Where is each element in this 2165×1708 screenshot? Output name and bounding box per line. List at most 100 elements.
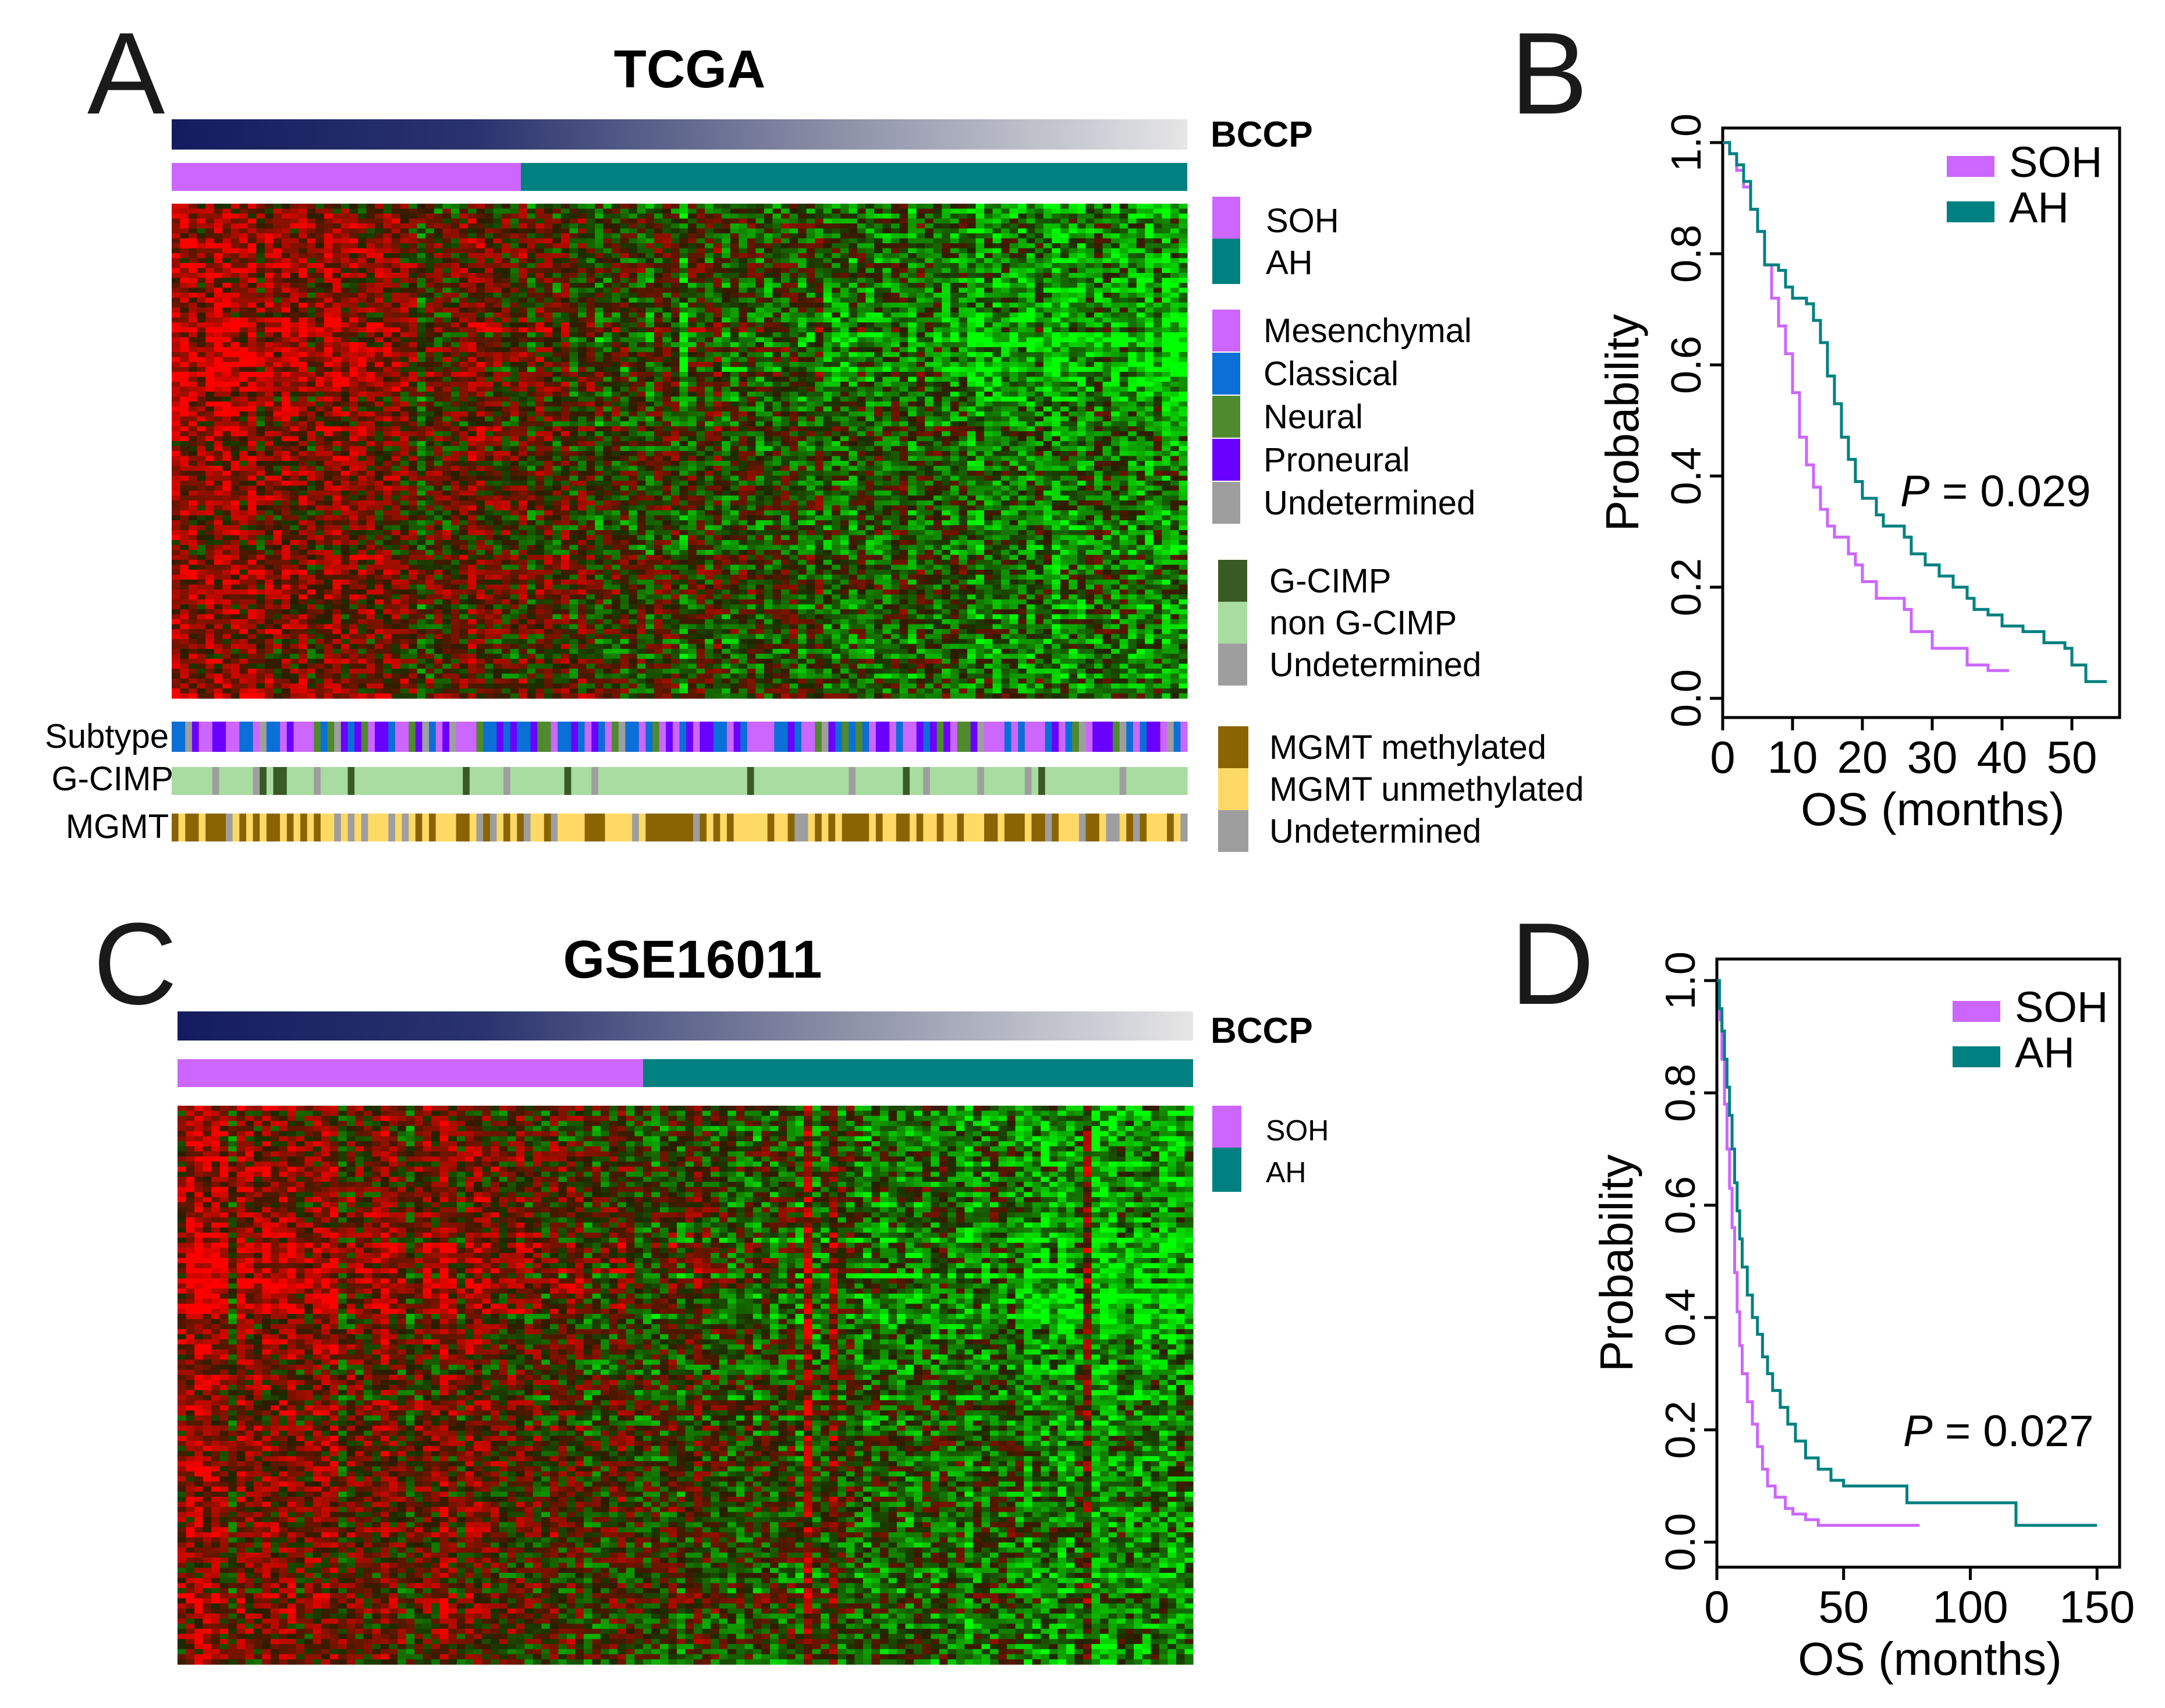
heatmap-a-cell (315, 218, 325, 224)
heatmap-a-cell (400, 322, 409, 328)
heatmap-a-cell (205, 268, 215, 274)
heatmap-a-cell (950, 362, 959, 368)
heatmap-a-cell (1035, 402, 1044, 407)
heatmap-a-cell (865, 367, 875, 372)
heatmap-a-cell (679, 208, 688, 214)
heatmap-a-cell (189, 243, 198, 249)
heatmap-a-cell (984, 367, 993, 372)
heatmap-a-cell (908, 342, 917, 348)
heatmap-a-cell (485, 208, 494, 214)
heatmap-a-cell (992, 382, 1002, 388)
heatmap-a-cell (366, 396, 375, 402)
heatmap-a-cell (468, 287, 477, 293)
heatmap-a-cell (629, 233, 638, 239)
heatmap-a-cell (535, 372, 545, 378)
heatmap-a-cell (781, 327, 790, 333)
heatmap-a-cell (189, 372, 198, 378)
heatmap-a-cell (705, 218, 714, 224)
heatmap-a-cell (552, 332, 562, 338)
heatmap-a-cell (307, 297, 316, 303)
heatmap-a-cell (1009, 342, 1018, 348)
heatmap-a-cell (849, 386, 858, 392)
heatmap-a-cell (789, 287, 798, 293)
heatmap-a-cell (586, 372, 595, 378)
heatmap-a-cell (984, 233, 993, 239)
heatmap-a-cell (832, 357, 841, 363)
heatmap-a-cell (645, 327, 655, 333)
heatmap-a-cell (256, 347, 265, 353)
heatmap-a-cell (510, 362, 519, 368)
heatmap-a-cell (629, 347, 638, 353)
heatmap-a-cell (713, 396, 722, 402)
heatmap-a-cell (620, 337, 629, 343)
heatmap-a-cell (502, 357, 511, 363)
heatmap-a-cell (865, 402, 875, 407)
heatmap-a-cell (865, 243, 875, 249)
heatmap-a-cell (307, 382, 316, 388)
heatmap-a-cell (823, 342, 832, 348)
heatmap-a-cell (645, 273, 655, 279)
heatmap-a-cell (654, 307, 663, 313)
heatmap-a-cell (535, 208, 545, 214)
heatmap-a-cell (299, 322, 308, 328)
heatmap-a-cell (290, 327, 299, 333)
heatmap-a-cell (349, 332, 359, 338)
heatmap-a-cell (239, 392, 249, 397)
heatmap-a-cell (375, 297, 384, 303)
heatmap-a-cell (764, 382, 773, 388)
heatmap-a-cell (815, 253, 824, 259)
heatmap-a-cell (315, 243, 325, 249)
heatmap-a-cell (315, 214, 325, 219)
heatmap-a-cell (662, 386, 672, 392)
heatmap-a-cell (739, 238, 748, 244)
heatmap-a-cell (205, 297, 215, 303)
heatmap-a-cell (535, 238, 545, 244)
heatmap-a-cell (857, 317, 866, 323)
heatmap-a-cell (502, 278, 511, 283)
heatmap-a-cell (882, 347, 892, 353)
heatmap-a-cell (230, 347, 240, 353)
heatmap-a-cell (1035, 204, 1044, 209)
heatmap-a-cell (764, 238, 773, 244)
heatmap-a-cell (197, 327, 206, 333)
heatmap-a-cell (502, 342, 511, 348)
heatmap-a-cell (671, 293, 680, 299)
heatmap-a-cell (950, 317, 959, 323)
heatmap-a-cell (527, 327, 536, 333)
heatmap-a-cell (967, 307, 976, 313)
heatmap-a-cell (299, 317, 308, 323)
heatmap-a-cell (510, 248, 519, 254)
heatmap-a-cell (535, 322, 545, 328)
heatmap-a-cell (857, 377, 866, 382)
heatmap-a-cell (1018, 313, 1027, 318)
heatmap-a-cell (781, 377, 790, 382)
heatmap-a-cell (688, 303, 697, 308)
heatmap-a-cell (679, 402, 688, 407)
heatmap-a-cell (299, 287, 308, 293)
heatmap-a-cell (375, 362, 384, 368)
heatmap-a-cell (874, 317, 883, 323)
heatmap-a-cell (739, 293, 748, 299)
heatmap-a-cell (1094, 293, 1103, 299)
heatmap-a-cell (1052, 367, 1061, 372)
heatmap-a-cell (823, 273, 832, 279)
heatmap-a-cell (916, 223, 925, 229)
heatmap-a-cell (569, 278, 578, 283)
heatmap-a-cell (1043, 362, 1052, 368)
heatmap-a-cell (950, 243, 959, 249)
heatmap-a-cell (975, 352, 985, 358)
heatmap-a-cell (722, 204, 731, 209)
heatmap-a-cell (400, 263, 409, 269)
heatmap-a-cell (1001, 278, 1010, 283)
heatmap-a-cell (713, 283, 722, 289)
heatmap-a-cell (315, 228, 325, 234)
heatmap-a-cell (899, 287, 908, 293)
heatmap-a-cell (1009, 238, 1018, 244)
heatmap-a-cell (1026, 208, 1035, 214)
heatmap-a-cell (713, 322, 722, 328)
heatmap-a-cell (806, 342, 815, 348)
heatmap-a-cell (222, 327, 232, 333)
heatmap-a-cell (815, 392, 824, 397)
heatmap-a-cell (510, 258, 519, 264)
heatmap-a-cell (1026, 258, 1035, 264)
